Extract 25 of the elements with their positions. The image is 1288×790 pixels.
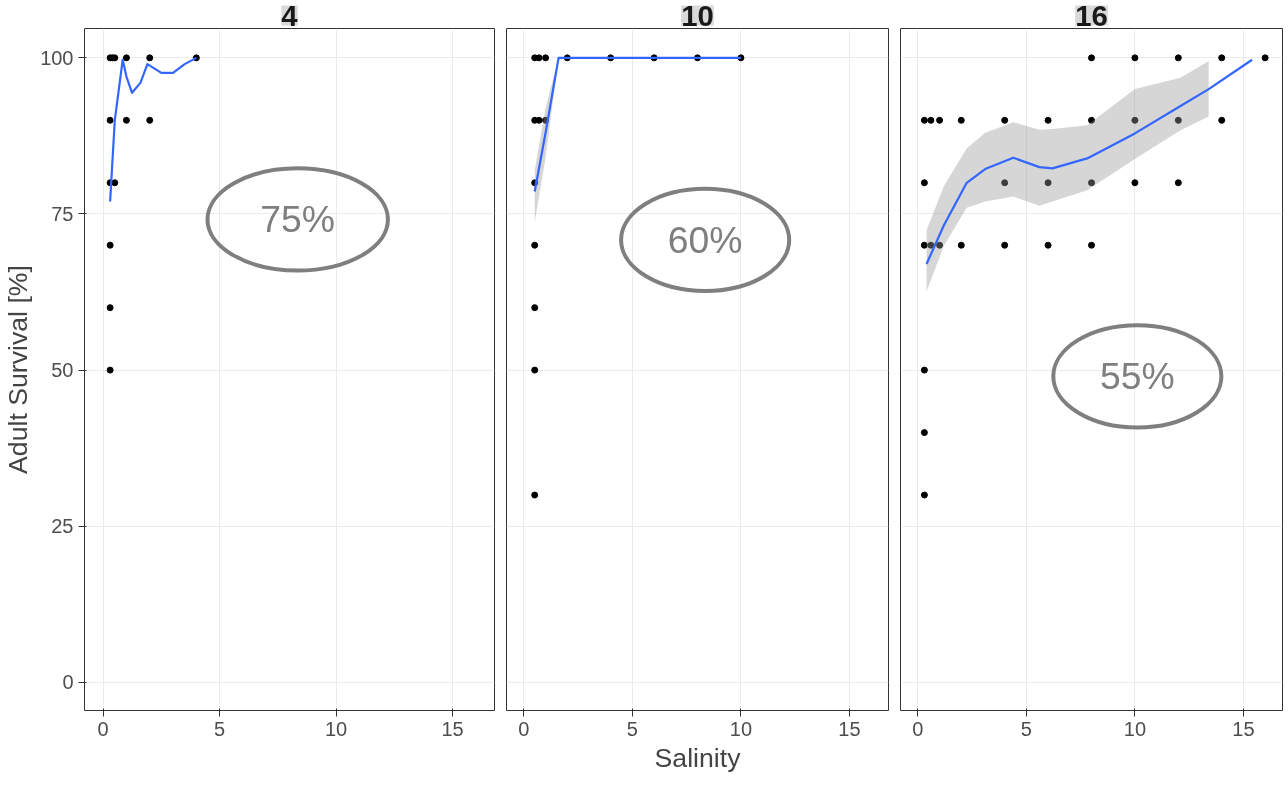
x-tick-label: 15 (1232, 717, 1255, 740)
x-tick-label: 5 (1020, 717, 1032, 740)
chart-title: 16 (1075, 0, 1108, 32)
chart-title: 10 (681, 0, 714, 32)
x-tick-label: 0 (518, 717, 530, 740)
x-tick-label: 10 (729, 717, 753, 740)
y-axis-title: Adult Survival [%] (3, 265, 34, 474)
x-tick-label: 10 (324, 717, 348, 740)
x-tick-label: 0 (912, 717, 924, 740)
annotation: 75% (260, 198, 336, 241)
annotation: 60% (667, 218, 743, 261)
annotation: 55% (1099, 355, 1175, 398)
y-tick-label: 50 (51, 359, 74, 382)
y-tick-label: 0 (62, 671, 74, 694)
y-tick-label: 100 (40, 46, 74, 69)
x-tick-label: 0 (97, 717, 109, 740)
y-tick-label: 25 (51, 515, 74, 538)
x-tick-label: 10 (1123, 717, 1147, 740)
x-tick-label: 15 (441, 717, 464, 740)
y-tick-label: 75 (51, 202, 74, 225)
x-tick-label: 5 (214, 717, 226, 740)
x-tick-label: 15 (838, 717, 861, 740)
x-axis-title: Salinity (654, 742, 742, 773)
chart-title: 4 (281, 0, 299, 32)
x-tick-label: 5 (626, 717, 638, 740)
